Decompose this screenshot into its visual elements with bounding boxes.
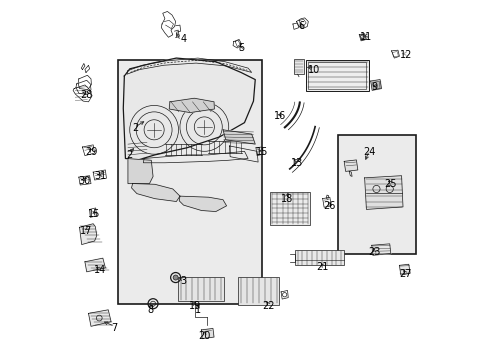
Text: 10: 10 xyxy=(307,64,320,75)
Text: 7: 7 xyxy=(111,323,118,333)
Text: 8: 8 xyxy=(147,305,153,315)
Text: 21: 21 xyxy=(316,262,328,272)
Text: 15: 15 xyxy=(255,147,267,157)
Polygon shape xyxy=(85,258,105,272)
Text: 14: 14 xyxy=(94,265,106,275)
Text: 3: 3 xyxy=(180,276,186,286)
Polygon shape xyxy=(80,224,97,244)
Text: 27: 27 xyxy=(398,269,410,279)
Bar xyxy=(293,59,304,74)
Polygon shape xyxy=(201,328,214,338)
Polygon shape xyxy=(344,160,357,171)
Bar xyxy=(178,277,224,301)
Text: 31: 31 xyxy=(94,171,106,181)
Text: 19: 19 xyxy=(188,301,201,311)
Text: 26: 26 xyxy=(323,201,335,211)
Text: 18: 18 xyxy=(280,194,292,204)
Polygon shape xyxy=(169,98,214,113)
Polygon shape xyxy=(88,310,111,326)
Polygon shape xyxy=(123,58,255,160)
Polygon shape xyxy=(131,184,180,202)
Polygon shape xyxy=(126,158,153,184)
Text: 6: 6 xyxy=(298,21,305,31)
Polygon shape xyxy=(179,196,226,212)
Polygon shape xyxy=(399,264,409,275)
Polygon shape xyxy=(364,176,402,210)
Text: 13: 13 xyxy=(291,158,303,168)
Polygon shape xyxy=(370,80,381,90)
Polygon shape xyxy=(371,244,390,255)
Text: 30: 30 xyxy=(79,176,91,186)
Text: 20: 20 xyxy=(198,331,210,341)
Text: 24: 24 xyxy=(363,147,375,157)
Text: 23: 23 xyxy=(367,247,380,257)
Text: 4: 4 xyxy=(180,34,186,44)
Text: 5: 5 xyxy=(238,43,244,53)
Polygon shape xyxy=(223,130,255,144)
Bar xyxy=(294,250,344,265)
Bar xyxy=(308,62,366,89)
Text: 15: 15 xyxy=(88,209,101,219)
Text: 25: 25 xyxy=(384,179,396,189)
Text: 2: 2 xyxy=(132,123,138,133)
Text: 12: 12 xyxy=(399,50,411,60)
Text: 9: 9 xyxy=(370,82,377,93)
Text: 28: 28 xyxy=(80,90,92,100)
Circle shape xyxy=(173,275,178,280)
Bar xyxy=(270,192,309,225)
Bar xyxy=(118,60,261,304)
Text: 11: 11 xyxy=(360,32,372,42)
Text: 1: 1 xyxy=(194,305,201,315)
Text: 17: 17 xyxy=(80,226,92,236)
Bar xyxy=(337,135,415,253)
Bar xyxy=(238,277,279,305)
Text: 2: 2 xyxy=(125,150,132,160)
Text: 16: 16 xyxy=(273,111,285,121)
Text: 29: 29 xyxy=(84,147,97,157)
Bar xyxy=(305,59,368,91)
Text: 22: 22 xyxy=(262,301,275,311)
